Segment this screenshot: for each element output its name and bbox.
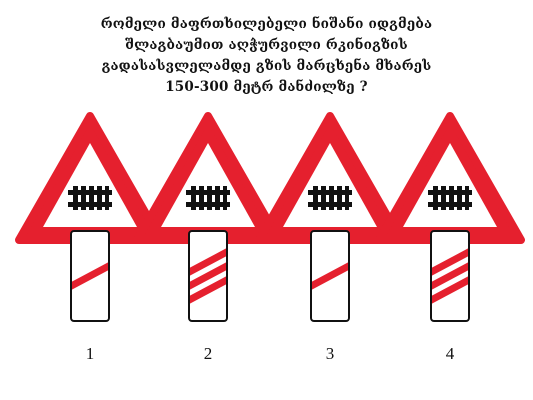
warning-triangle-gate-icon xyxy=(19,116,161,240)
option-number-4[interactable]: 4 xyxy=(445,344,455,363)
countdown-marker-icon xyxy=(430,230,470,322)
countdown-marker-icon xyxy=(310,230,350,322)
question-line-1: რომელი მაფრთხილებელი ნიშანი იდგმება xyxy=(100,16,433,32)
countdown-marker-icon xyxy=(70,230,110,322)
red-stripe xyxy=(189,242,227,282)
red-stripe xyxy=(431,242,469,282)
warning-triangle-gate-icon xyxy=(137,116,279,240)
red-stripe xyxy=(189,256,227,296)
question-line-3: გადასასვლელამდე გზის მარცხენა მხარეს xyxy=(101,58,432,74)
option-number-2[interactable]: 2 xyxy=(203,344,213,363)
option-number-1[interactable]: 1 xyxy=(85,344,95,363)
question-text: რომელი მაფრთხილებელი ნიშანი იდგმება შლაგ… xyxy=(0,14,533,98)
red-stripe xyxy=(431,270,469,310)
question-line-2: შლაგბაუმით აღჭურვილი რკინიგზის xyxy=(125,37,408,53)
question-line-4: 150-300 მეტრ მანძილზე ? xyxy=(165,79,368,95)
warning-triangle-gate-icon xyxy=(259,116,401,240)
option-number-3[interactable]: 3 xyxy=(325,344,335,363)
countdown-marker-icon xyxy=(188,230,228,322)
warning-triangle-gate-icon xyxy=(379,116,521,240)
red-stripe xyxy=(431,256,469,296)
red-stripe xyxy=(71,256,109,296)
red-stripe xyxy=(189,270,227,310)
red-stripe xyxy=(311,256,349,296)
